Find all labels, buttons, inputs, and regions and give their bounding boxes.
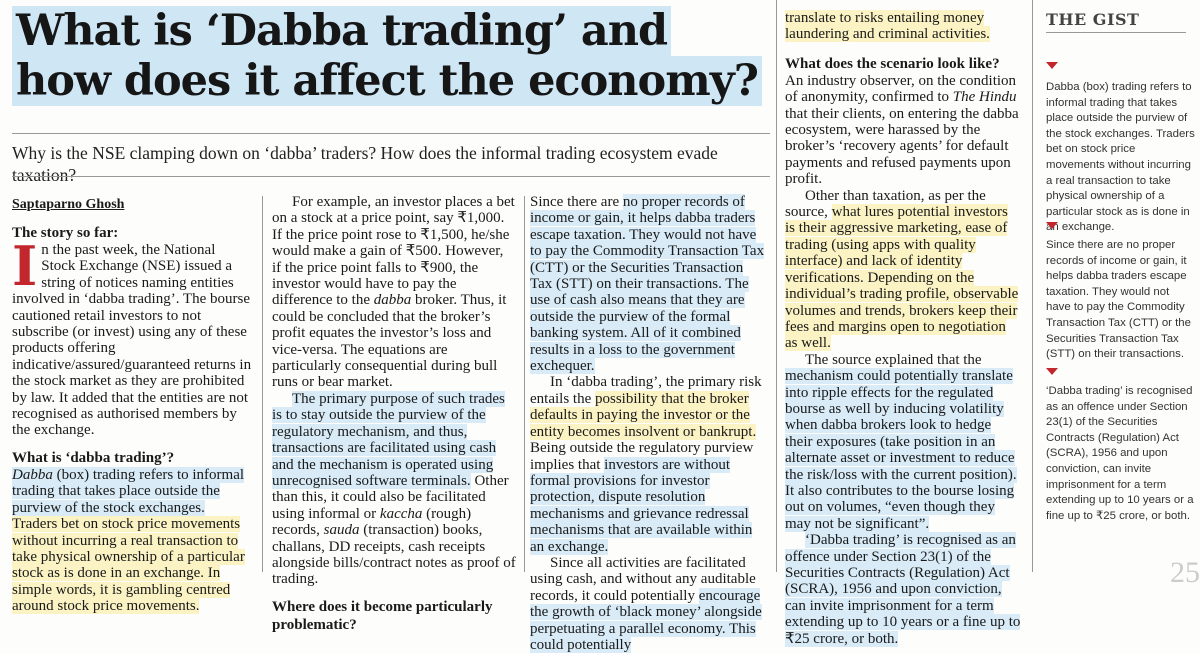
column-3: Since there are no proper records of inc… bbox=[530, 194, 766, 653]
article-headline: What is ‘Dabba trading’ and how does it … bbox=[12, 6, 778, 106]
section-heading-story: The story so far: bbox=[12, 225, 119, 241]
column-separator-3 bbox=[776, 0, 777, 572]
headline-line-1: What is ‘Dabba trading’ and bbox=[12, 6, 672, 56]
article-subtitle: Why is the NSE clamping down on ‘dabba’ … bbox=[12, 143, 718, 185]
column-4: translate to risks entailing money laund… bbox=[785, 10, 1021, 647]
paragraph-offence: ‘Dabba trading’ is recognised as an offe… bbox=[785, 532, 1021, 647]
gist-title-rule bbox=[1046, 32, 1186, 33]
section-heading-what-is: What is ‘dabba trading’? bbox=[12, 449, 175, 466]
column-separator-1 bbox=[262, 196, 263, 572]
paragraph-ripple: The source explained that the mechanism … bbox=[785, 351, 1017, 532]
headline-line-2: how does it affect the economy? bbox=[12, 56, 762, 106]
divider-top bbox=[12, 133, 770, 134]
paragraph-purpose: The primary purpose of such trades is to… bbox=[272, 390, 516, 588]
gist-title: THE GIST bbox=[1046, 10, 1140, 29]
column-2: For example, an investor places a bet on… bbox=[272, 194, 516, 634]
page-number-fragment: 25 bbox=[1170, 556, 1200, 589]
gist-item-2: Since there are no proper records of inc… bbox=[1046, 239, 1191, 361]
paragraph-observer: An industry observer, on the condition o… bbox=[785, 72, 1019, 188]
gist-bullet-icon bbox=[1046, 62, 1058, 69]
divider-bottom bbox=[12, 176, 770, 177]
gist-item-3: ‘Dabba trading’ is recognised as an offe… bbox=[1046, 385, 1194, 522]
column-separator-4 bbox=[1032, 0, 1033, 572]
paragraph-risk: In ‘dabba trading’, the primary risk ent… bbox=[530, 374, 762, 555]
gist-item-1: Dabba (box) trading refers to informal t… bbox=[1046, 81, 1195, 234]
section-heading-problematic: Where does it become particularly proble… bbox=[272, 598, 493, 633]
paragraph-lures: Other than taxation, as per the source, … bbox=[785, 187, 1019, 352]
gist-bullet-icon bbox=[1046, 368, 1058, 375]
paragraph-taxation: Since there are no proper records of inc… bbox=[530, 194, 765, 375]
section-heading-scenario: What does the scenario look like? bbox=[785, 55, 1000, 72]
paragraph-continued: translate to risks entailing money laund… bbox=[785, 10, 990, 43]
byline: Saptaparno Ghosh bbox=[12, 197, 125, 212]
drop-cap: I bbox=[12, 234, 38, 298]
paragraph-example: For example, an investor places a bet on… bbox=[272, 194, 515, 391]
paragraph-black-money: Since all activities are facilitated usi… bbox=[530, 554, 762, 653]
paragraph-definition: Dabba (box) trading refers to informal t… bbox=[12, 466, 245, 615]
column-separator-2 bbox=[524, 196, 525, 572]
gist-bullet-icon bbox=[1046, 222, 1058, 229]
